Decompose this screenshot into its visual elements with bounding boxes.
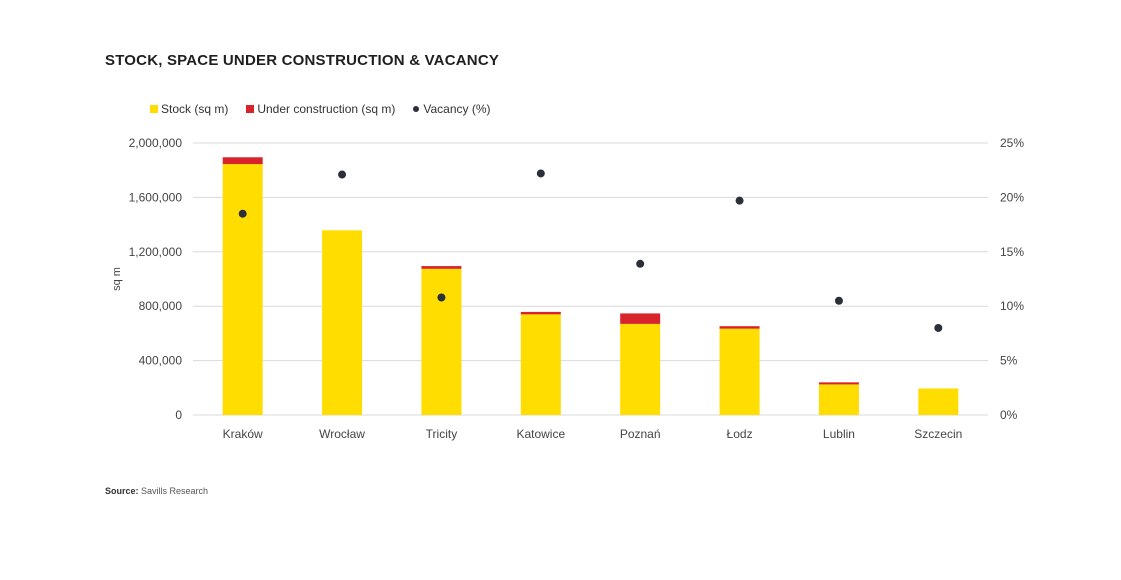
vacancy-point: [238, 209, 247, 218]
bar-stock: [918, 388, 959, 415]
bar-under-construction: [818, 382, 859, 385]
vacancy-point: [338, 170, 347, 179]
bar-stock: [520, 314, 561, 415]
vacancy-point: [536, 169, 545, 178]
chart-legend: Stock (sq m) Under construction (sq m) V…: [150, 102, 509, 116]
y-tick-label: 1,600,000: [129, 190, 183, 204]
legend-item-stock: Stock (sq m): [150, 102, 228, 116]
legend-item-construction: Under construction (sq m): [246, 102, 395, 116]
y2-tick-label: 20%: [1000, 190, 1024, 204]
bar-under-construction: [719, 326, 760, 329]
bar-under-construction: [620, 313, 661, 324]
vacancy-point: [834, 296, 843, 305]
bar-stock: [322, 230, 363, 415]
x-tick-label: Wrocław: [319, 427, 365, 441]
bar-under-construction: [222, 157, 263, 165]
source-text: Savills Research: [141, 486, 209, 496]
vacancy-point: [735, 196, 744, 205]
vacancy-point: [934, 323, 943, 332]
vacancy-point: [636, 259, 645, 268]
y2-tick-label: 15%: [1000, 245, 1024, 259]
y2-tick-label: 10%: [1000, 299, 1024, 313]
x-tick-label: Poznań: [620, 427, 661, 441]
bar-stock: [719, 328, 760, 415]
legend-label-vacancy: Vacancy (%): [423, 102, 491, 116]
y2-tick-label: 0%: [1000, 408, 1018, 422]
y-tick-label: 400,000: [139, 354, 183, 368]
bar-stock: [620, 323, 661, 415]
legend-label-stock: Stock (sq m): [161, 102, 229, 116]
legend-item-vacancy: Vacancy (%): [413, 102, 491, 116]
legend-label-construction: Under construction (sq m): [257, 102, 396, 116]
source-note: Source: Savills Research: [105, 486, 208, 496]
y-tick-label: 0: [175, 408, 182, 422]
legend-swatch-construction: [246, 105, 255, 113]
y-tick-label: 2,000,000: [129, 136, 183, 150]
x-tick-label: Katowice: [516, 427, 565, 441]
chart-title: STOCK, SPACE UNDER CONSTRUCTION & VACANC…: [105, 52, 500, 69]
y2-tick-label: 25%: [1000, 136, 1024, 150]
y-axis-label: sq m: [111, 267, 123, 291]
x-tick-label: Lublin: [823, 427, 855, 441]
legend-marker-vacancy: [413, 106, 420, 112]
vacancy-point: [437, 293, 446, 302]
y-tick-label: 1,200,000: [129, 245, 183, 259]
bar-stock: [818, 384, 859, 415]
x-tick-label: Łodz: [727, 427, 753, 441]
y2-tick-label: 5%: [1000, 354, 1018, 368]
source-label: Source:: [105, 486, 139, 496]
bar-under-construction: [520, 311, 561, 315]
legend-swatch-stock: [150, 105, 158, 113]
bar-under-construction: [421, 266, 462, 269]
bar-stock: [222, 164, 263, 415]
x-tick-label: Tricity: [426, 427, 458, 441]
y-tick-label: 800,000: [139, 299, 183, 313]
x-tick-label: Szczecin: [914, 427, 962, 441]
x-tick-label: Kraków: [223, 427, 263, 441]
bar-stock: [421, 268, 462, 415]
